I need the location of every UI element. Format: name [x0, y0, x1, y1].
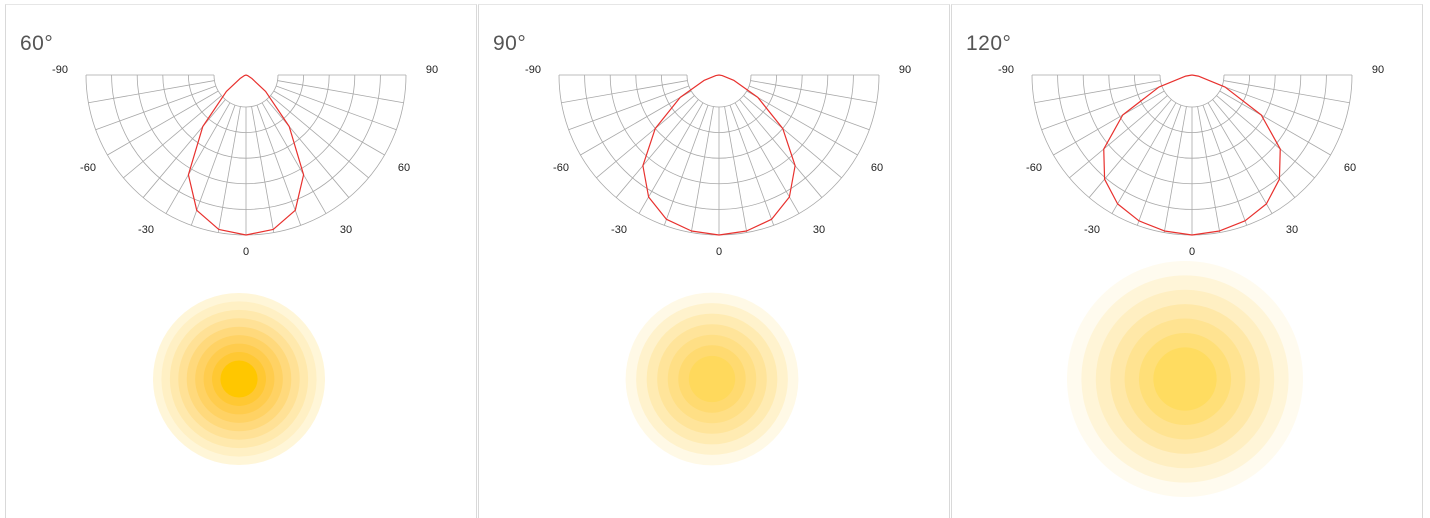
light-spot-ring	[220, 360, 258, 398]
polar-grid-spoke	[1069, 95, 1168, 179]
polar-grid-spoke	[1216, 95, 1315, 179]
polar-grid-spoke	[251, 106, 275, 233]
polar-grid-spoke	[266, 99, 350, 198]
polar-grid-spoke	[1088, 99, 1172, 198]
polar-diagram: -90 -60 -30 0 30 60 90	[998, 64, 1384, 258]
angle-tick-label: 60	[398, 162, 410, 174]
angle-tick-label: 90	[899, 64, 911, 76]
polar-grid-spoke	[1219, 90, 1331, 156]
light-spot	[625, 292, 799, 466]
angle-tick-label: 0	[716, 246, 722, 258]
polar-grid-spoke	[1034, 80, 1161, 104]
polar-grid-spoke	[729, 104, 775, 226]
polar-grid-spoke	[88, 80, 215, 104]
polar-grid-spoke	[1207, 102, 1273, 214]
angle-tick-label: -90	[525, 64, 541, 76]
panel-beam-60: 60° -90 -60 -30 0 30 60 90	[5, 4, 477, 518]
polar-grid-spoke	[273, 90, 385, 156]
intensity-curve	[642, 74, 796, 236]
polar-diagram: -90 -60 -30 0 30 60 90	[52, 64, 438, 258]
angle-tick-label: -60	[80, 162, 96, 174]
angle-tick-label: -90	[998, 64, 1014, 76]
light-spot	[153, 293, 325, 465]
intensity-curve	[1103, 74, 1281, 236]
polar-grid-spoke	[638, 102, 704, 214]
panel-beam-120: 120° -90 -60 -30 0 30 60 90	[951, 4, 1423, 518]
polar-grid-spoke	[1202, 104, 1248, 226]
polar-grid-spoke	[275, 85, 397, 131]
angle-tick-label: 30	[813, 224, 825, 236]
panel-title: 90°	[493, 32, 527, 55]
light-spot	[1067, 261, 1303, 497]
angle-tick-label: -60	[553, 162, 569, 174]
polar-grid-spoke	[261, 102, 327, 214]
polar-grid-spoke	[1197, 106, 1221, 233]
polar-grid-spoke	[217, 106, 241, 233]
intensity-curve	[187, 74, 305, 236]
polar-grid-spoke	[739, 99, 823, 198]
polar-diagram: -90 -60 -30 0 30 60 90	[525, 64, 911, 258]
polar-grid-spoke	[256, 104, 302, 226]
polar-grid-spoke	[746, 90, 858, 156]
panel-title: 120°	[966, 32, 1012, 55]
angle-tick-label: 0	[1189, 246, 1195, 258]
polar-grid-spoke	[1053, 90, 1165, 156]
polar-grid-spoke	[95, 85, 217, 131]
polar-grid-spoke	[107, 90, 219, 156]
angle-tick-label: -30	[1084, 224, 1100, 236]
polar-grid-spoke	[734, 102, 800, 214]
angle-tick-label: 0	[243, 246, 249, 258]
polar-grid-spoke	[690, 106, 714, 233]
polar-grid-spoke	[748, 85, 870, 131]
polar-grid-spoke	[270, 95, 369, 179]
angle-tick-label: -90	[52, 64, 68, 76]
polar-grid-spoke	[1212, 99, 1296, 198]
polar-grid-spoke	[165, 102, 231, 214]
angle-tick-label: 60	[871, 162, 883, 174]
polar-grid-spoke	[596, 95, 695, 179]
polar-grid-spoke	[568, 85, 690, 131]
polar-grid-spoke	[561, 80, 688, 104]
polar-grid-spoke	[1221, 85, 1343, 131]
polar-grid-spoke	[724, 106, 748, 233]
panel-beam-90: 90° -90 -60 -30 0 30 60 90	[478, 4, 950, 518]
angle-tick-label: -30	[138, 224, 154, 236]
polar-grid-spoke	[1111, 102, 1177, 214]
angle-tick-label: 90	[1372, 64, 1384, 76]
polar-grid-spoke	[190, 104, 236, 226]
angle-tick-label: 90	[426, 64, 438, 76]
polar-grid-spoke	[123, 95, 222, 179]
polar-grid-spoke	[615, 99, 699, 198]
angle-tick-label: -60	[1026, 162, 1042, 174]
polar-grid-spoke	[1136, 104, 1182, 226]
light-spot-ring	[688, 355, 736, 403]
polar-grid-spoke	[663, 104, 709, 226]
polar-grid-spoke	[142, 99, 226, 198]
polar-grid-spoke	[1223, 80, 1350, 104]
polar-grid-spoke	[277, 80, 404, 104]
angle-tick-label: 30	[340, 224, 352, 236]
angle-tick-label: 30	[1286, 224, 1298, 236]
polar-grid-spoke	[1041, 85, 1163, 131]
polar-grid-spoke	[750, 80, 877, 104]
polar-grid-spoke	[1163, 106, 1187, 233]
light-spot-ring	[1153, 347, 1217, 411]
beam-angle-panels: 60° -90 -60 -30 0 30 60 90 90° -90 -60 -30 0 30 60 9…	[5, 4, 1425, 518]
panel-title: 60°	[20, 32, 54, 55]
angle-tick-label: 60	[1344, 162, 1356, 174]
angle-tick-label: -30	[611, 224, 627, 236]
polar-grid-spoke	[743, 95, 842, 179]
polar-grid-spoke	[580, 90, 692, 156]
